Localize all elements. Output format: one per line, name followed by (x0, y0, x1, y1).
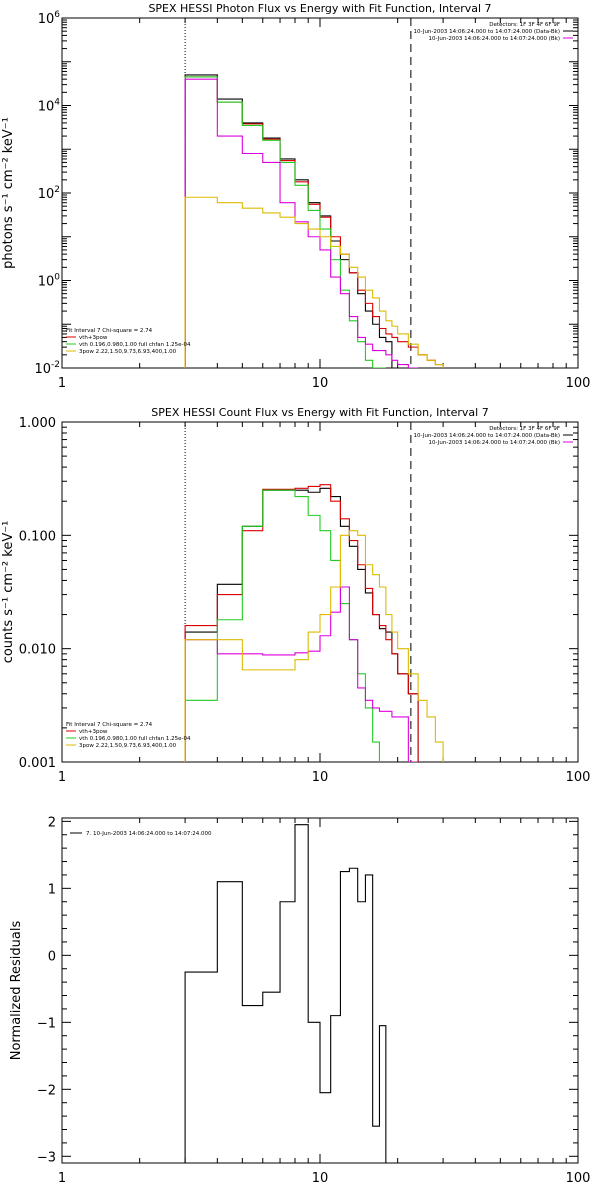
x-tick-label: 10 (312, 376, 329, 391)
legend-topright-entry: 10-Jun-2003 14:06:24.000 to 14:07:24.000… (428, 36, 560, 42)
series-vth-3pow (184, 484, 419, 762)
series-group (184, 484, 444, 762)
series-vth (184, 76, 386, 368)
series-residuals (184, 824, 387, 1163)
y-tick-label: 104 (38, 98, 61, 115)
series-group (184, 824, 387, 1163)
y-tick-exponent: 4 (54, 98, 60, 108)
plot-frame (61, 421, 579, 763)
y-tick-label: −1 (37, 1016, 56, 1031)
y-tick-base: 10 (38, 187, 55, 202)
y-tick-label: 100 (38, 273, 61, 290)
chart-title: SPEX HESSI Count Flux vs Energy with Fit… (151, 406, 488, 419)
chart-panel-2: 1 10 100 0.001 0.010 0.100 1.000 SPEX HESSI Cou… (1, 406, 590, 785)
y-tick-base: 10 (38, 275, 55, 290)
y-tick-exponent: -2 (51, 360, 60, 370)
legend-topright-entry: 10-Jun-2003 14:06:24.000 to 14:07:24.000… (414, 433, 560, 439)
plot-frame (61, 17, 579, 369)
x-tick-label: 100 (566, 1171, 591, 1186)
legend-topright-entry: 10-Jun-2003 14:06:24.000 to 14:07:24.000… (428, 440, 560, 446)
series-3pow (184, 530, 444, 762)
legend-bottomleft-entry: vth 0.196,0.980,1.00 full chfan 1.25e-04 (79, 342, 191, 348)
series-vth-3pow (184, 76, 444, 368)
y-tick-base: 10 (38, 100, 55, 115)
legend-bottomleft-entry: Fit Interval 7 Chi-square = 2.74 (66, 328, 153, 334)
y-tick-label: −3 (37, 1150, 56, 1165)
y-tick-label: 1.000 (19, 416, 56, 431)
y-tick-label: 102 (38, 185, 60, 202)
y-tick-base: 10 (38, 12, 55, 27)
series-vth-pre-fit (184, 586, 419, 762)
series-data-bk (184, 74, 393, 368)
y-tick-exponent: 6 (54, 10, 60, 20)
x-tick-label: 1 (58, 1171, 66, 1186)
y-axis-label: photons s⁻¹ cm⁻² keV⁻¹ (1, 117, 16, 269)
y-axis-label: counts s⁻¹ cm⁻² keV⁻¹ (1, 521, 16, 664)
residual-legend: 7. 10-Jun-2003 14:06:24.000 to 14:07:24.… (86, 831, 212, 837)
legend-topright-entry: Detectors: 1F 3F 4F 6F 9F (489, 426, 560, 432)
y-tick-exponent: 0 (54, 273, 60, 283)
y-tick-exponent: 2 (54, 185, 60, 195)
y-tick-label: 106 (38, 10, 61, 27)
series-vth-pre-fit (184, 78, 419, 368)
y-axis-label: Normalized Residuals (9, 921, 24, 1061)
y-tick-label: 1 (48, 882, 56, 897)
legend-bottomleft-entry: vth+3pow (79, 335, 108, 341)
y-tick-label: 2 (48, 815, 56, 830)
x-tick-label: 1 (58, 770, 66, 785)
chart-title: SPEX HESSI Photon Flux vs Energy with Fi… (148, 2, 491, 15)
y-tick-label: 0.001 (19, 756, 56, 771)
chart-panel-3: 1 10 100 −3 −2 −1 0 1 2 Normalized Residuals 7. 10… (9, 815, 590, 1186)
x-tick-label: 10 (312, 1171, 329, 1186)
legend-topright-entry: Detectors: 1F 3F 4F 6F 9F (489, 22, 560, 28)
series-group (184, 74, 444, 368)
y-tick-label: 0.010 (19, 643, 56, 658)
y-tick-label: 10-2 (34, 360, 60, 377)
legend-bottomleft-entry: 3pow 2.22,1.50,9.73,6.93,400,1.00 (79, 743, 177, 749)
legend-topright-entry: 10-Jun-2003 14:06:24.000 to 14:07:24.000… (414, 29, 560, 35)
x-tick-label: 10 (312, 770, 329, 785)
legend-bottomleft-entry: vth 0.196,0.980,1.00 full chfan 1.25e-04 (79, 736, 191, 742)
legend-bottomleft-entry: vth+3pow (79, 729, 108, 735)
legend-bottomleft-entry: Fit Interval 7 Chi-square = 2.74 (66, 722, 153, 728)
x-tick-label: 100 (566, 376, 591, 391)
x-tick-label: 1 (58, 376, 66, 391)
x-tick-label: 100 (566, 770, 591, 785)
y-tick-base: 10 (34, 362, 51, 377)
y-tick-label: −2 (37, 1083, 56, 1098)
plot-frame (61, 817, 579, 1164)
y-tick-label: 0 (48, 949, 56, 964)
y-tick-label: 0.100 (19, 529, 56, 544)
series-3pow (184, 196, 444, 368)
legend-bottomleft-entry: 3pow 2.22,1.50,9.73,6.93,400,1.00 (79, 349, 177, 355)
